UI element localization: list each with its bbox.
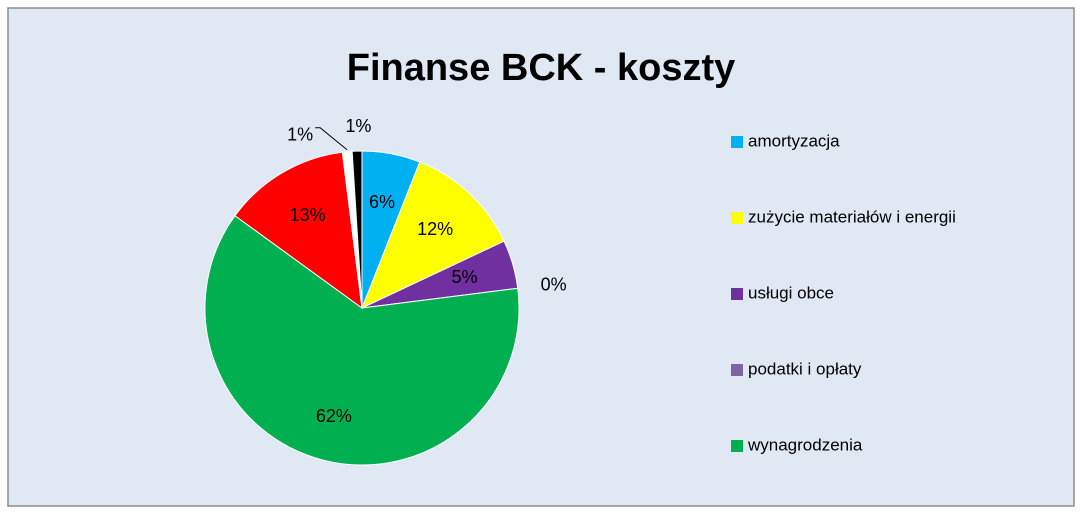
legend-swatch <box>731 136 743 148</box>
legend-swatch <box>731 440 743 452</box>
data-label: 0% <box>541 274 567 294</box>
legend-label: usługi obce <box>748 283 834 302</box>
legend-label: wynagrodzenia <box>747 435 863 454</box>
chart-frame <box>7 7 1075 507</box>
pie-slice <box>234 151 363 310</box>
chart-title: Finanse BCK - koszty <box>347 47 736 89</box>
pie-slice <box>204 215 520 466</box>
data-label: 6% <box>369 192 395 212</box>
data-label: 12% <box>417 219 453 239</box>
legend-swatch <box>731 364 743 376</box>
leader-line <box>315 127 348 151</box>
data-label: 1% <box>287 125 313 145</box>
data-label: 5% <box>452 267 478 287</box>
data-label: 1% <box>345 116 371 136</box>
legend-swatch <box>731 212 743 224</box>
data-label: 62% <box>316 406 352 426</box>
legend-label: amortyzacja <box>748 131 840 150</box>
legend-label: zużycie materiałów i energii <box>748 207 956 226</box>
pie-slice <box>351 150 363 309</box>
legend-swatch <box>731 288 743 300</box>
pie-slice <box>361 161 505 309</box>
legend-label: podatki i opłaty <box>748 359 862 378</box>
data-label: 13% <box>290 205 326 225</box>
